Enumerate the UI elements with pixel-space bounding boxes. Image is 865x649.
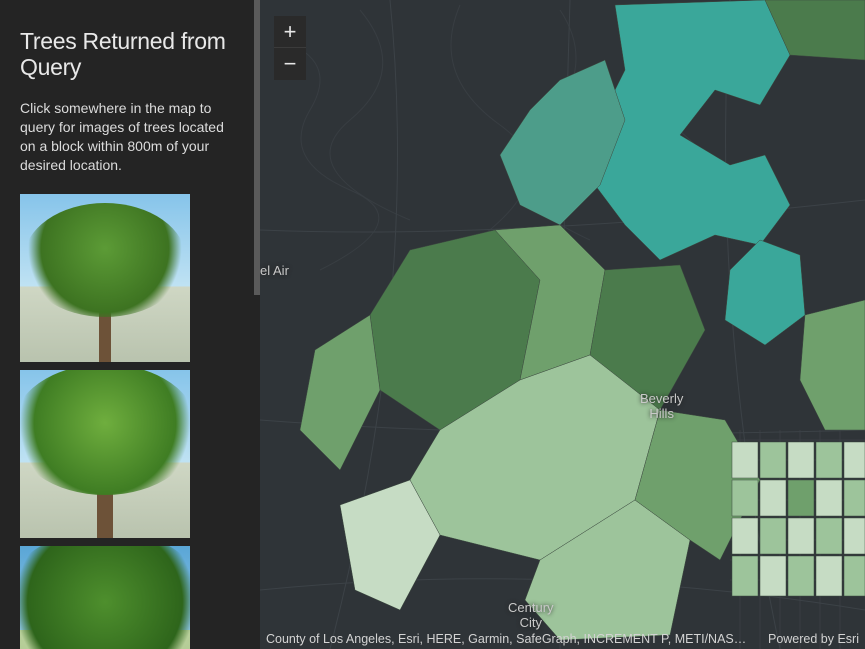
zoom-control: + − (274, 16, 306, 80)
tree-result-card[interactable] (20, 370, 190, 538)
map-canvas (260, 0, 865, 649)
minus-icon: − (284, 53, 297, 75)
zoom-in-button[interactable]: + (274, 16, 306, 48)
map-view[interactable]: + − el Air Beverly Hills Century City Co… (260, 0, 865, 649)
plus-icon: + (284, 21, 297, 43)
panel-description: Click somewhere in the map to query for … (20, 99, 240, 175)
tree-image-icon (20, 194, 190, 362)
tree-image-icon (20, 370, 190, 538)
tree-result-card[interactable] (20, 194, 190, 362)
tree-result-card[interactable] (20, 546, 190, 649)
panel-title: Trees Returned from Query (20, 28, 240, 81)
choropleth-layer (300, 0, 865, 640)
tree-image-icon (20, 546, 190, 649)
results-panel: Trees Returned from Query Click somewher… (0, 0, 260, 649)
map-attribution: County of Los Angeles, Esri, HERE, Garmi… (260, 629, 865, 649)
zoom-out-button[interactable]: − (274, 48, 306, 80)
attribution-sources: County of Los Angeles, Esri, HERE, Garmi… (266, 632, 749, 646)
attribution-powered-by[interactable]: Powered by Esri (768, 632, 859, 646)
